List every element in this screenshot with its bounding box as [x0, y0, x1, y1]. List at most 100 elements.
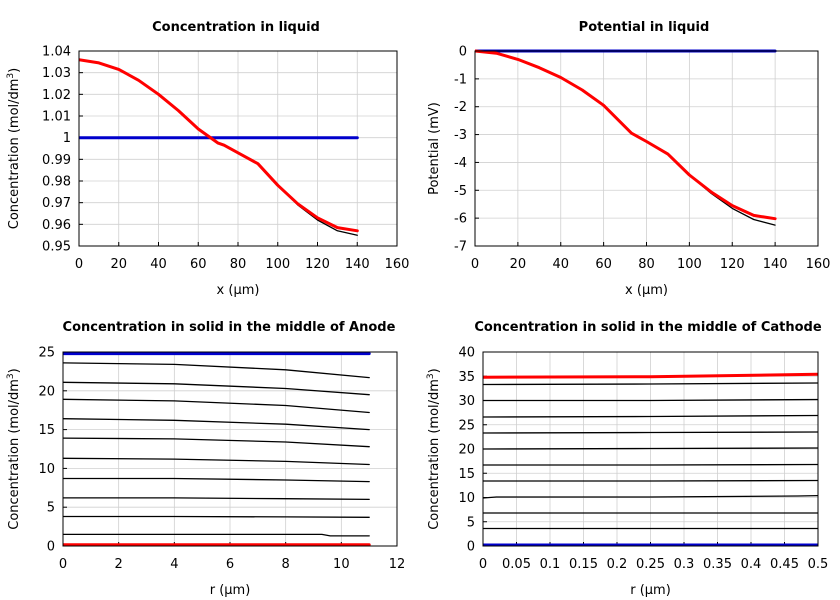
plot-frame [474, 50, 819, 247]
series-line-c5 [63, 437, 370, 448]
y-tick-label: 0.99 [42, 153, 71, 168]
series-line-final [475, 49, 777, 221]
series-line-c4 [483, 431, 818, 434]
y-axis-label: Potential (mV) [427, 102, 442, 195]
y-tick-label: -7 [454, 240, 467, 255]
x-tick-label: 0.45 [770, 557, 799, 572]
y-tick-label: 10 [458, 491, 475, 506]
series-line-c1 [483, 382, 818, 386]
y-tick-label: 0.98 [42, 175, 71, 190]
series-line-c2 [63, 381, 370, 396]
x-tick-label: 0.1 [540, 557, 561, 572]
x-tick-label: 40 [552, 257, 569, 272]
x-axis-label: x (µm) [625, 283, 668, 298]
series-line-c10 [63, 533, 370, 537]
series-line-final [79, 58, 359, 233]
y-tick-label: 35 [458, 370, 475, 385]
chart-title: Concentration in liquid [152, 20, 320, 35]
series-line-c7 [63, 477, 370, 483]
x-tick-label: 80 [230, 257, 247, 272]
series-line-c9 [63, 515, 370, 518]
y-tick-label: 25 [458, 418, 475, 433]
chart-2: 0 20 40 60 80 100 120 140 160 -7 -6 -5 -4 -3 -2 -1 0 Pote… [427, 20, 830, 298]
x-axis-label: r (µm) [630, 583, 671, 598]
x-tick-label: 0.35 [703, 557, 732, 572]
plot-frame [482, 351, 819, 547]
x-tick-label: 120 [305, 257, 330, 272]
x-tick-label: 0.4 [741, 557, 762, 572]
y-tick-label: 15 [38, 423, 55, 438]
y-tick-label: -1 [454, 72, 467, 87]
y-tick-label: 0 [47, 540, 55, 555]
series-line-c3 [63, 398, 370, 414]
series-line-c8 [63, 497, 370, 501]
y-axis-label: Concentration (mol/dm3) [426, 368, 442, 530]
x-tick-label: 140 [763, 257, 788, 272]
x-tick-label: 160 [806, 257, 831, 272]
y-tick-label: 0 [459, 45, 467, 60]
y-tick-label: 1 [63, 131, 71, 146]
x-tick-label: 140 [345, 257, 370, 272]
series-line-c7 [483, 479, 818, 482]
series-line-c6 [483, 463, 818, 466]
chart-4: 0 0.05 0.1 0.15 0.2 0.25 0.3 0.35 0.4 0.45 0.5 0 5 10… [426, 320, 828, 598]
y-tick-label: 0.95 [42, 240, 71, 255]
x-tick-label: 0.5 [808, 557, 829, 572]
x-tick-label: 100 [677, 257, 702, 272]
series-line-intermediate [79, 59, 358, 236]
y-tick-label: -2 [454, 100, 467, 115]
x-tick-label: 0.05 [502, 557, 531, 572]
y-tick-label: 25 [38, 346, 55, 361]
x-tick-label: 0 [479, 557, 487, 572]
y-tick-label: -3 [454, 128, 467, 143]
y-tick-label: 0.97 [42, 196, 71, 211]
x-tick-label: 0.15 [569, 557, 598, 572]
x-tick-label: 60 [190, 257, 207, 272]
y-tick-label: -5 [454, 184, 467, 199]
y-tick-label: 20 [458, 443, 475, 458]
x-tick-label: 2 [115, 557, 123, 572]
x-tick-label: 120 [720, 257, 745, 272]
x-tick-label: 20 [110, 257, 127, 272]
x-tick-label: 0.25 [636, 557, 665, 572]
x-tick-label: 160 [385, 257, 410, 272]
x-tick-label: 40 [150, 257, 167, 272]
series-line-c6 [63, 457, 370, 466]
y-tick-label: 30 [458, 394, 475, 409]
x-tick-label: 12 [389, 557, 406, 572]
series-line-c5 [483, 447, 818, 450]
plot-frame [62, 351, 398, 547]
y-tick-label: 0 [467, 540, 475, 555]
y-tick-label: 10 [38, 462, 55, 477]
x-tick-label: 6 [226, 557, 234, 572]
y-tick-label: 1.04 [42, 45, 71, 60]
y-axis-label: Concentration (mol/dm3) [6, 368, 22, 530]
series-line-final [483, 372, 818, 379]
y-axis-label: Concentration (mol/dm3) [6, 68, 22, 230]
y-tick-label: 1.01 [42, 110, 71, 125]
y-tick-label: 20 [38, 384, 55, 399]
x-tick-label: 0 [471, 257, 479, 272]
x-tick-label: 0.2 [607, 557, 628, 572]
x-tick-label: 0 [59, 557, 67, 572]
chart-title: Concentration in solid in the middle of … [474, 320, 822, 335]
x-axis-label: r (µm) [210, 583, 251, 598]
x-tick-label: 8 [282, 557, 290, 572]
series-line-c2 [483, 398, 818, 402]
x-tick-label: 20 [510, 257, 527, 272]
x-tick-label: 10 [333, 557, 350, 572]
x-tick-label: 100 [265, 257, 290, 272]
y-tick-label: -4 [454, 156, 467, 171]
plot-frame [78, 50, 398, 247]
series-line-c3 [483, 414, 818, 418]
series-line-c8 [483, 494, 818, 499]
x-axis-label: x (µm) [217, 283, 260, 298]
series-line-c4 [63, 418, 370, 431]
x-tick-label: 0 [75, 257, 83, 272]
y-tick-label: 1.03 [42, 66, 71, 81]
chart-3: 0 2 4 6 8 10 12 0 5 10 15 20 25 Concentration in soli… [6, 320, 405, 598]
y-tick-label: -6 [454, 212, 467, 227]
x-tick-label: 60 [595, 257, 612, 272]
y-tick-label: 15 [458, 467, 475, 482]
